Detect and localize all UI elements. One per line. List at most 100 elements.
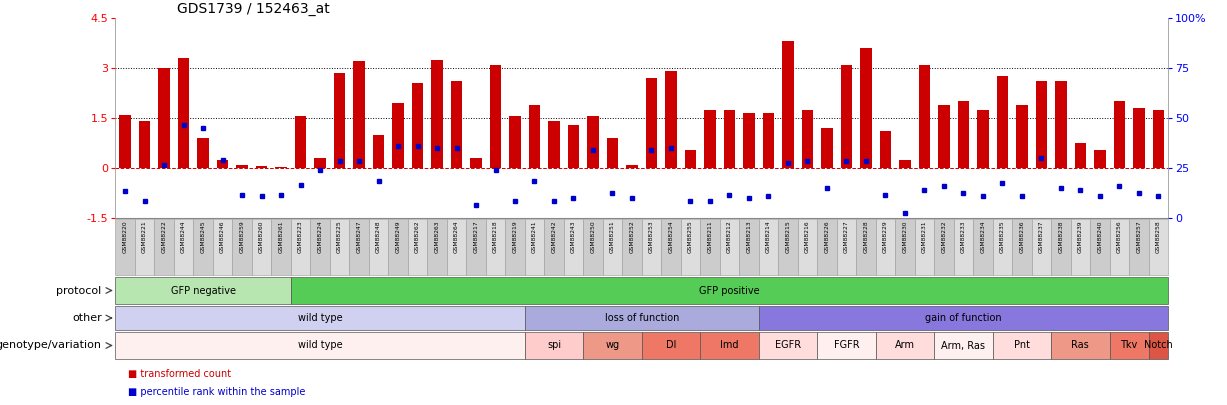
Bar [801, 110, 814, 168]
Bar [602, 219, 622, 275]
Bar [135, 219, 155, 275]
Bar [973, 219, 993, 275]
Bar [744, 113, 755, 168]
Bar [1133, 108, 1145, 168]
Bar [350, 219, 369, 275]
Bar [178, 58, 189, 168]
Bar [704, 110, 715, 168]
Text: GSM88238: GSM88238 [1059, 220, 1064, 253]
Bar [626, 165, 638, 168]
Bar [486, 219, 506, 275]
Bar [919, 65, 930, 168]
Bar [724, 110, 735, 168]
Bar [1129, 219, 1148, 275]
Bar [1075, 143, 1086, 168]
Bar [450, 81, 463, 168]
Text: GSM88236: GSM88236 [1020, 220, 1025, 253]
Bar [685, 150, 696, 168]
Bar [583, 332, 642, 359]
Text: other: other [72, 313, 102, 323]
Bar [291, 277, 1168, 304]
Bar [334, 73, 345, 168]
Bar [232, 219, 252, 275]
Bar [821, 128, 833, 168]
Bar [1114, 101, 1125, 168]
Text: Tkv: Tkv [1120, 341, 1137, 350]
Bar [817, 332, 876, 359]
Bar [174, 219, 194, 275]
Bar [957, 101, 969, 168]
Bar [1052, 219, 1071, 275]
Bar [115, 219, 135, 275]
Text: GSM88228: GSM88228 [864, 220, 869, 253]
Bar [837, 219, 856, 275]
Text: GSM88211: GSM88211 [708, 220, 713, 253]
Bar [758, 219, 778, 275]
Bar [155, 219, 174, 275]
Bar [194, 219, 212, 275]
Bar [782, 41, 794, 168]
Text: GSM88218: GSM88218 [493, 220, 498, 253]
Bar [525, 332, 583, 359]
Text: Imd: Imd [720, 341, 739, 350]
Bar [466, 219, 486, 275]
Text: GSM88240: GSM88240 [1097, 220, 1102, 253]
Bar [1012, 219, 1032, 275]
Text: GSM88264: GSM88264 [454, 220, 459, 253]
Text: GSM88247: GSM88247 [357, 220, 362, 253]
Text: GSM88252: GSM88252 [629, 220, 634, 253]
Bar [412, 83, 423, 168]
Text: GSM88253: GSM88253 [649, 220, 654, 253]
Bar [1152, 110, 1164, 168]
Text: GSM88227: GSM88227 [844, 220, 849, 253]
Bar [545, 219, 563, 275]
Text: GSM88255: GSM88255 [688, 220, 693, 253]
Text: GSM88242: GSM88242 [551, 220, 557, 253]
Text: Pnt: Pnt [1014, 341, 1029, 350]
Text: GSM88246: GSM88246 [220, 220, 225, 253]
Bar [139, 122, 151, 168]
Bar [158, 68, 169, 168]
Text: Arm: Arm [894, 341, 915, 350]
Bar [1032, 219, 1052, 275]
Bar [490, 65, 502, 168]
Bar [237, 165, 248, 168]
Bar [407, 219, 427, 275]
Bar [665, 71, 677, 168]
Bar [115, 306, 525, 330]
Bar [119, 115, 131, 168]
Bar [447, 219, 466, 275]
Bar [509, 116, 520, 168]
Text: GDS1739 / 152463_at: GDS1739 / 152463_at [177, 2, 329, 16]
Bar [255, 166, 267, 168]
Text: GSM88226: GSM88226 [825, 220, 829, 253]
Bar [271, 219, 291, 275]
Bar [996, 76, 1009, 168]
Text: GSM88248: GSM88248 [375, 220, 382, 253]
Bar [217, 160, 228, 168]
Bar [525, 306, 758, 330]
Bar [291, 219, 310, 275]
Bar [310, 219, 330, 275]
Text: GSM88261: GSM88261 [279, 220, 283, 253]
Bar [529, 104, 540, 168]
Text: GSM88231: GSM88231 [921, 220, 926, 253]
Bar [1016, 104, 1028, 168]
Text: GSM88216: GSM88216 [805, 220, 810, 253]
Bar [880, 131, 891, 168]
Bar [314, 158, 326, 168]
Text: GSM88234: GSM88234 [980, 220, 985, 253]
Bar [388, 219, 407, 275]
Text: Dl: Dl [666, 341, 676, 350]
Bar [914, 219, 934, 275]
Bar [876, 219, 896, 275]
Bar [1090, 219, 1109, 275]
Text: wild type: wild type [298, 341, 342, 350]
Bar [431, 60, 443, 168]
Bar [739, 219, 758, 275]
Bar [330, 219, 350, 275]
Text: Ras: Ras [1071, 341, 1090, 350]
Text: GSM88214: GSM88214 [766, 220, 771, 253]
Text: Notch: Notch [1144, 341, 1173, 350]
Text: GFP negative: GFP negative [171, 286, 236, 296]
